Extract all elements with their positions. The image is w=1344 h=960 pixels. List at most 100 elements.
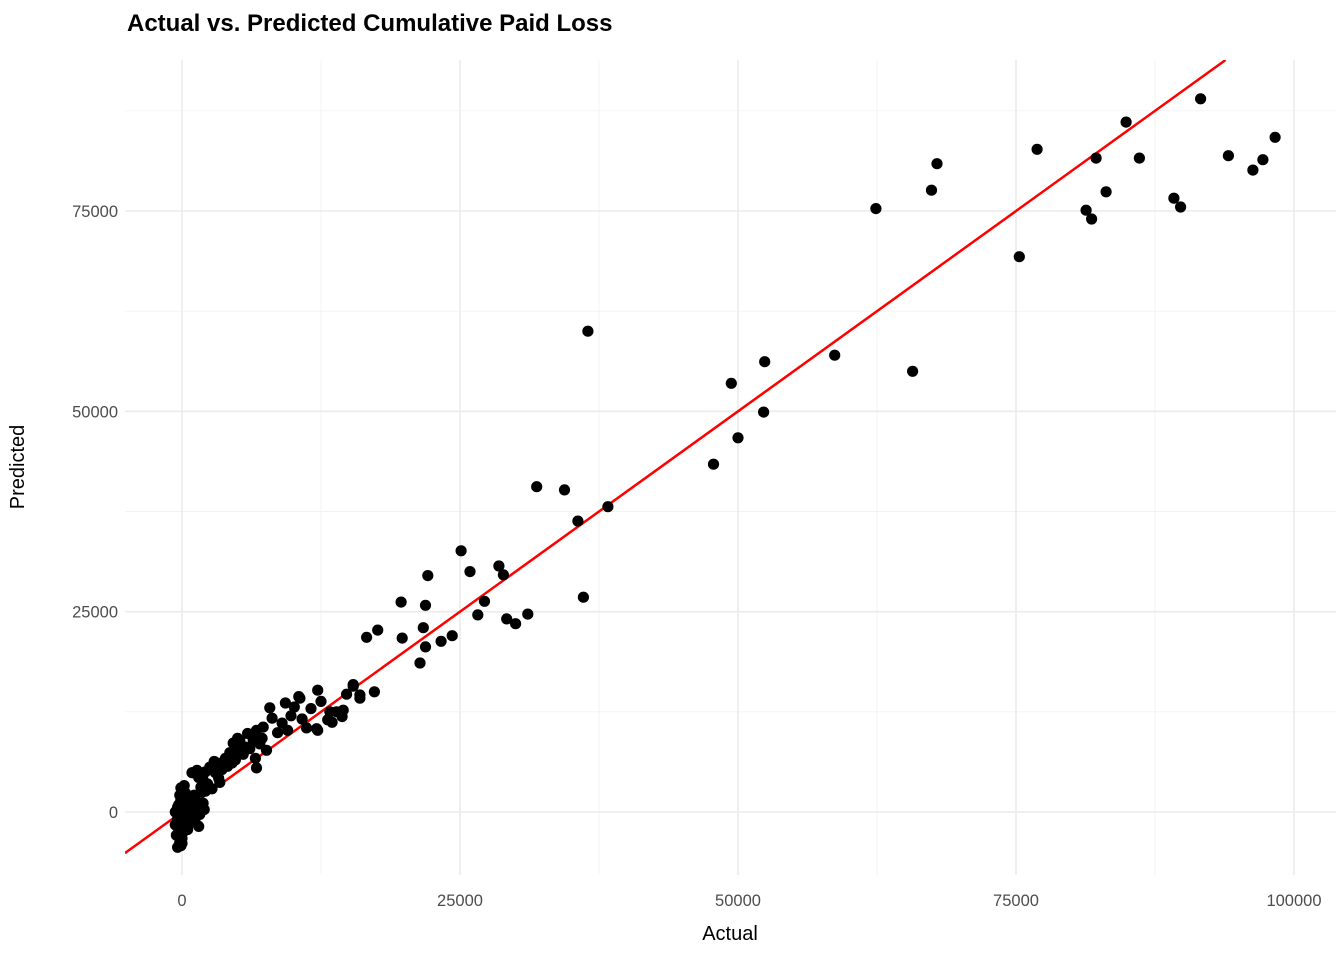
data-point [1086, 213, 1098, 225]
data-point [582, 325, 594, 337]
data-point [478, 595, 491, 607]
data-point [257, 721, 269, 733]
y-axis-tick-labels: 0 25000 50000 75000 [72, 203, 118, 822]
data-point [234, 735, 246, 747]
data-point [1269, 131, 1281, 143]
chart-title: Actual vs. Predicted Cumulative Paid Los… [127, 10, 612, 37]
data-point [266, 712, 278, 724]
data-point [1031, 143, 1043, 155]
data-point [173, 828, 185, 840]
data-point [464, 566, 476, 578]
data-point [732, 432, 744, 444]
data-point [931, 158, 943, 170]
data-point [435, 635, 447, 647]
data-point [196, 786, 208, 798]
data-point [497, 569, 509, 581]
data-point [279, 697, 291, 709]
data-point [577, 591, 590, 603]
data-point [558, 484, 571, 496]
data-point [178, 780, 190, 792]
data-point [1168, 192, 1180, 204]
data-point [249, 752, 261, 764]
data-point [925, 184, 938, 196]
data-point [602, 501, 614, 513]
data-point [446, 630, 458, 642]
data-point [337, 704, 349, 716]
data-point [296, 713, 308, 725]
data-point [455, 545, 467, 557]
data-point [254, 738, 266, 750]
y-tick-label: 75000 [72, 203, 118, 221]
data-point [417, 622, 429, 634]
y-tick-label: 25000 [72, 604, 118, 622]
data-point [1195, 93, 1207, 105]
x-axis-tick-labels: 0 25000 50000 75000 100000 [177, 892, 1321, 910]
minor-gridlines [125, 60, 1336, 875]
data-point [509, 618, 522, 630]
x-tick-label: 25000 [437, 892, 483, 910]
data-point [1247, 164, 1259, 176]
data-point [272, 727, 284, 739]
data-point [1222, 150, 1234, 162]
x-tick-label: 0 [177, 892, 186, 910]
data-point [414, 657, 426, 669]
data-point [169, 806, 181, 818]
x-tick-label: 100000 [1266, 892, 1321, 910]
data-point [472, 609, 484, 621]
data-point [326, 716, 338, 728]
data-point [531, 481, 543, 493]
data-point [1080, 204, 1092, 216]
data-point [422, 570, 434, 582]
data-point [372, 624, 384, 636]
y-axis-title: Predicted [7, 425, 29, 510]
data-point [242, 727, 254, 740]
data-point [361, 631, 373, 643]
data-point [1013, 251, 1025, 263]
data-point [354, 689, 366, 701]
data-point [190, 796, 203, 808]
data-point [285, 710, 297, 722]
data-point [294, 692, 306, 704]
data-point [395, 596, 407, 608]
data-point [305, 703, 317, 715]
data-point [341, 688, 353, 700]
data-point [300, 722, 313, 734]
data-point [396, 632, 408, 644]
identity-reference-line [125, 60, 1227, 855]
data-point [522, 608, 534, 620]
x-tick-label: 50000 [715, 892, 761, 910]
data-point [324, 706, 336, 718]
data-point [368, 686, 380, 698]
data-point [244, 743, 256, 755]
data-point [222, 760, 234, 772]
data-point [282, 724, 294, 736]
data-point [288, 701, 300, 713]
data-point [182, 799, 194, 811]
data-point [214, 776, 226, 789]
data-point [829, 349, 841, 361]
data-point [759, 356, 771, 368]
data-point [493, 560, 505, 572]
y-tick-label: 50000 [72, 403, 118, 421]
data-point [1090, 152, 1102, 164]
data-point [501, 613, 513, 625]
data-point [419, 641, 432, 653]
data-point [758, 406, 770, 418]
data-point [175, 840, 187, 852]
data-point [1120, 116, 1132, 128]
data-point [707, 458, 720, 470]
data-point [311, 723, 323, 735]
data-point [419, 599, 432, 611]
y-tick-label: 0 [109, 804, 118, 822]
data-point [1133, 152, 1145, 164]
data-point [312, 684, 324, 696]
data-point [1175, 201, 1187, 213]
major-gridlines [125, 60, 1336, 875]
data-point [183, 790, 195, 802]
data-point [208, 755, 220, 768]
data-point [193, 771, 205, 784]
data-point [193, 820, 205, 833]
data-point [870, 203, 882, 215]
